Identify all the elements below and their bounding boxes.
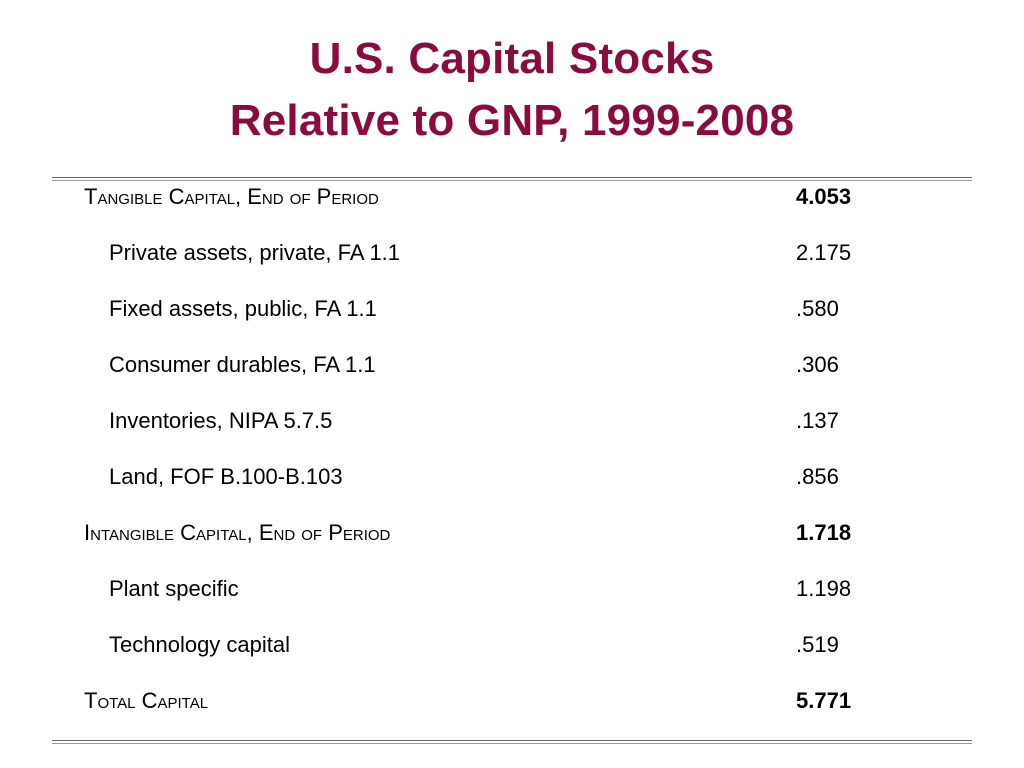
row-label: Plant specific <box>109 576 239 601</box>
row-label: Fixed assets, public, FA 1.1 <box>109 296 377 321</box>
table-row-intangible-capital: Intangible Capital, End of Period 1.718 <box>0 506 1024 562</box>
slide-title: U.S. Capital Stocks Relative to GNP, 199… <box>0 28 1024 152</box>
slide-title-line-2: Relative to GNP, 1999-2008 <box>229 96 795 145</box>
table-row-plant-specific: Plant specific 1.198 <box>0 562 1024 618</box>
row-value: .519 <box>796 632 839 657</box>
table-bottom-rule <box>52 740 972 741</box>
row-value: 5.771 <box>796 688 852 713</box>
table-row-private-assets: Private assets, private, FA 1.1 2.175 <box>0 226 1024 282</box>
table-row-technology-capital: Technology capital .519 <box>0 618 1024 674</box>
row-label: Private assets, private, FA 1.1 <box>109 240 401 265</box>
table-row-land: Land, FOF B.100-B.103 .856 <box>0 450 1024 506</box>
row-value: .137 <box>796 408 839 433</box>
table-row-inventories: Inventories, NIPA 5.7.5 .137 <box>0 394 1024 450</box>
table-bottom-rule-secondary <box>52 743 972 744</box>
row-label: Consumer durables, FA 1.1 <box>109 352 376 377</box>
row-value: .306 <box>796 352 839 377</box>
row-value: 1.718 <box>796 520 852 545</box>
row-value: 4.053 <box>796 184 852 209</box>
row-label: Technology capital <box>109 632 291 657</box>
table-row-total-capital: Total Capital 5.771 <box>0 674 1024 730</box>
row-label: Intangible Capital, End of Period <box>84 520 391 545</box>
row-label: Land, FOF B.100-B.103 <box>109 464 343 489</box>
table-row-fixed-assets-public: Fixed assets, public, FA 1.1 .580 <box>0 282 1024 338</box>
slide-title-line-1: U.S. Capital Stocks <box>309 34 715 83</box>
row-value: 1.198 <box>796 576 852 601</box>
table-top-rule-secondary <box>52 180 972 181</box>
row-label: Inventories, NIPA 5.7.5 <box>109 408 333 433</box>
row-value: .856 <box>796 464 839 489</box>
table-row-consumer-durables: Consumer durables, FA 1.1 .306 <box>0 338 1024 394</box>
row-label: Total Capital <box>84 688 209 713</box>
row-label: Tangible Capital, End of Period <box>84 184 379 209</box>
row-value: .580 <box>796 296 839 321</box>
table-row-tangible-capital: Tangible Capital, End of Period 4.053 <box>0 170 1024 226</box>
table-top-rule <box>52 177 972 178</box>
row-value: 2.175 <box>796 240 852 265</box>
